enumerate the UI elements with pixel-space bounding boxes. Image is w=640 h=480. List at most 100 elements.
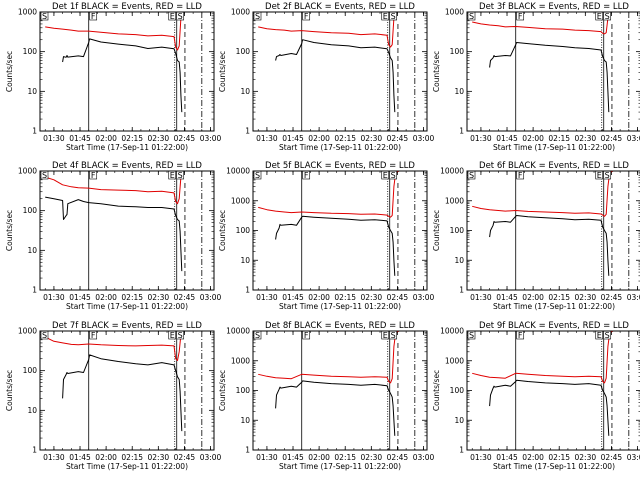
x-tick-label: 02:30 bbox=[361, 134, 383, 143]
event-marker-label: E bbox=[170, 12, 175, 21]
x-tick-label: 02:45 bbox=[174, 453, 196, 462]
plot-frame bbox=[39, 330, 215, 451]
y-tick-label: 100 bbox=[23, 206, 38, 215]
event-marker-label: S bbox=[42, 331, 47, 340]
x-tick-label: 01:45 bbox=[69, 134, 91, 143]
event-marker-label: E bbox=[170, 171, 175, 180]
x-tick-label: 02:45 bbox=[601, 453, 623, 462]
x-tick-label: 03:00 bbox=[413, 293, 435, 302]
x-tick-label: 02:45 bbox=[387, 453, 409, 462]
x-tick-label: 02:30 bbox=[575, 453, 597, 462]
y-tick-label: 1000 bbox=[18, 167, 37, 176]
event-marker-label: F bbox=[91, 331, 96, 340]
event-marker-label: E bbox=[170, 331, 175, 340]
x-tick-label: 02:30 bbox=[361, 453, 383, 462]
event-marker-label: E bbox=[597, 331, 602, 340]
plot-frame bbox=[466, 330, 640, 451]
y-tick-label: 100 bbox=[23, 366, 38, 375]
event-marker-label: F bbox=[304, 171, 309, 180]
panel-title: Det 8f BLACK = Events, RED = LLD bbox=[265, 321, 415, 331]
x-tick-label: 03:00 bbox=[413, 134, 435, 143]
panel-det-7: Det 7f BLACK = Events, RED = LLD Counts/s… bbox=[5, 321, 222, 471]
series-line-events bbox=[62, 354, 183, 432]
x-tick-label: 02:15 bbox=[121, 134, 143, 143]
series-line-lld bbox=[258, 170, 403, 218]
x-tick-label: 02:00 bbox=[522, 453, 544, 462]
y-tick-label: 10000 bbox=[440, 327, 464, 336]
y-tick-label: 100 bbox=[23, 47, 38, 56]
x-axis-label: Start Time (17-Sep-11 01:22:00) bbox=[493, 462, 615, 471]
panel-title: Det 3f BLACK = Events, RED = LLD bbox=[479, 2, 629, 12]
series-line-events bbox=[489, 215, 610, 276]
y-tick-label: 1 bbox=[245, 446, 250, 455]
y-tick-label: 100 bbox=[450, 386, 465, 395]
x-tick-label: 01:45 bbox=[282, 134, 304, 143]
event-marker-label: S bbox=[391, 171, 396, 180]
event-marker-label: S bbox=[178, 12, 183, 21]
x-tick-label: 02:30 bbox=[575, 293, 597, 302]
event-marker-label: S bbox=[255, 171, 260, 180]
y-tick-label: 10 bbox=[27, 406, 37, 415]
panel-det-2: Det 2f BLACK = Events, RED = LLD Counts/s… bbox=[218, 2, 435, 152]
y-tick-label: 1000 bbox=[231, 356, 250, 365]
x-tick-label: 01:30 bbox=[43, 134, 65, 143]
x-tick-label: 01:45 bbox=[282, 453, 304, 462]
series-line-events bbox=[489, 379, 610, 436]
plot-frame bbox=[39, 11, 215, 132]
plot-frame bbox=[252, 11, 428, 132]
plot-frame bbox=[252, 330, 428, 451]
series-line-lld bbox=[44, 330, 190, 361]
x-axis-label: Start Time (17-Sep-11 01:22:00) bbox=[493, 302, 615, 311]
y-tick-label: 1 bbox=[32, 286, 37, 295]
event-marker-label: F bbox=[304, 331, 309, 340]
x-tick-label: 02:00 bbox=[522, 293, 544, 302]
y-axis-label: Counts/sec bbox=[5, 210, 14, 251]
x-axis-label: Start Time (17-Sep-11 01:22:00) bbox=[279, 462, 401, 471]
y-tick-label: 100 bbox=[450, 47, 465, 56]
event-marker-label: S bbox=[178, 331, 183, 340]
y-tick-label: 10 bbox=[240, 416, 250, 425]
series-line-lld bbox=[45, 170, 190, 205]
x-tick-label: 02:00 bbox=[95, 293, 117, 302]
x-tick-label: 01:45 bbox=[69, 293, 91, 302]
event-marker-label: S bbox=[178, 171, 183, 180]
y-axis-label: Counts/sec bbox=[432, 370, 441, 411]
series-line-lld bbox=[258, 330, 403, 384]
panel-det-1: Det 1f BLACK = Events, RED = LLD Counts/s… bbox=[5, 2, 222, 152]
x-tick-label: 02:00 bbox=[308, 293, 330, 302]
panel-title: Det 1f BLACK = Events, RED = LLD bbox=[52, 2, 202, 12]
y-axis-label: Counts/sec bbox=[432, 51, 441, 92]
y-axis-label: Counts/sec bbox=[218, 370, 227, 411]
x-tick-label: 01:30 bbox=[256, 293, 278, 302]
panel-det-3: Det 3f BLACK = Events, RED = LLD Counts/s… bbox=[432, 2, 640, 152]
x-axis-label: Start Time (17-Sep-11 01:22:00) bbox=[66, 143, 188, 152]
y-tick-label: 10 bbox=[240, 256, 250, 265]
event-marker-label: S bbox=[605, 12, 610, 21]
x-tick-label: 02:00 bbox=[95, 134, 117, 143]
x-tick-label: 01:45 bbox=[496, 293, 518, 302]
series-line-lld bbox=[472, 11, 617, 35]
event-marker-label: F bbox=[91, 12, 96, 21]
series-line-events bbox=[275, 215, 396, 276]
x-tick-label: 03:00 bbox=[200, 453, 222, 462]
x-tick-label: 01:45 bbox=[496, 453, 518, 462]
y-tick-label: 1 bbox=[459, 446, 464, 455]
event-marker-label: S bbox=[469, 171, 474, 180]
x-axis-label: Start Time (17-Sep-11 01:22:00) bbox=[279, 302, 401, 311]
x-tick-label: 03:00 bbox=[200, 293, 222, 302]
event-marker-label: S bbox=[391, 12, 396, 21]
y-tick-label: 100 bbox=[450, 226, 465, 235]
x-axis-label: Start Time (17-Sep-11 01:22:00) bbox=[493, 143, 615, 152]
x-tick-label: 03:00 bbox=[413, 453, 435, 462]
panel-title: Det 7f BLACK = Events, RED = LLD bbox=[52, 321, 202, 331]
x-tick-label: 02:15 bbox=[334, 453, 356, 462]
x-tick-label: 02:15 bbox=[548, 293, 570, 302]
event-marker-label: S bbox=[42, 12, 47, 21]
y-tick-label: 1 bbox=[459, 127, 464, 136]
x-tick-label: 02:45 bbox=[601, 134, 623, 143]
x-tick-label: 03:00 bbox=[627, 293, 640, 302]
y-tick-label: 10000 bbox=[226, 167, 250, 176]
event-marker-label: E bbox=[383, 331, 388, 340]
y-axis-label: Counts/sec bbox=[432, 210, 441, 251]
plot-frame bbox=[252, 170, 428, 291]
